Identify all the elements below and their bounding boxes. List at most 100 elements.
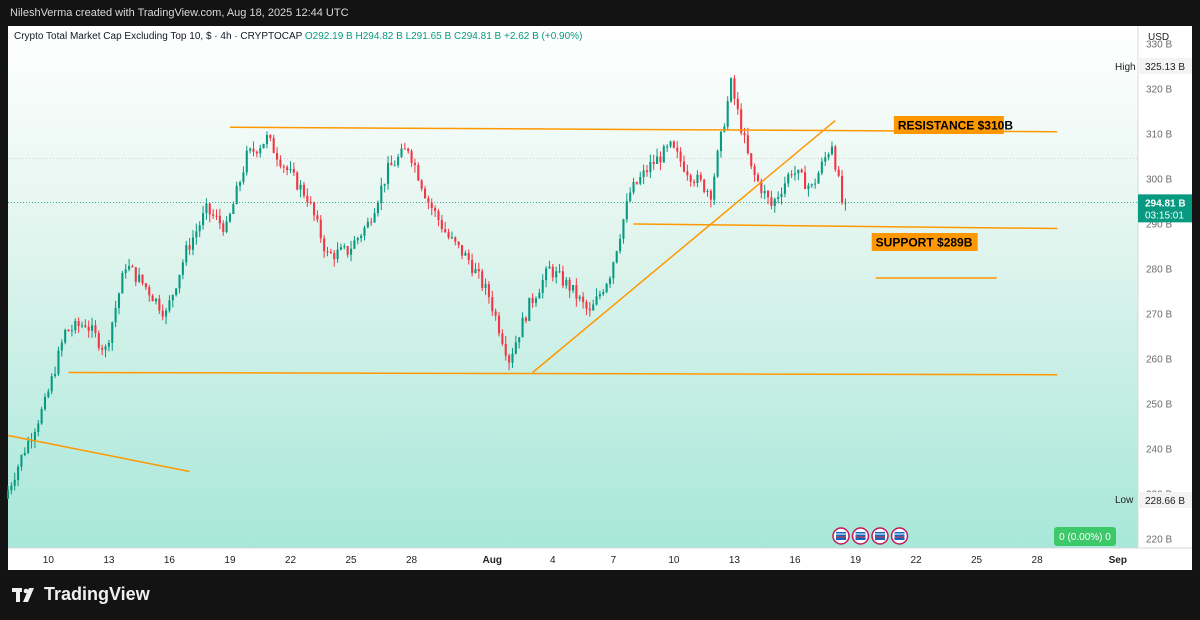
descending-line — [7, 434, 190, 473]
candle-body — [407, 148, 410, 152]
candle-body — [235, 185, 238, 205]
y-tick-label: 300 B — [1146, 175, 1172, 186]
candle-body — [733, 78, 736, 99]
x-tick-label: 10 — [43, 555, 55, 566]
candle-body — [699, 174, 702, 180]
candle-body — [753, 166, 756, 175]
countdown: 03:15:01 — [1145, 210, 1184, 221]
drawn-lines — [7, 119, 1058, 473]
candle-body — [386, 162, 390, 184]
high-badge — [1138, 57, 1192, 74]
time-axis-panel[interactable] — [8, 548, 1192, 570]
candle-body — [481, 271, 484, 288]
candle-body — [366, 221, 369, 228]
y-tick-label: 260 B — [1146, 355, 1172, 366]
candle-body — [659, 156, 662, 163]
candle-body — [30, 440, 33, 442]
candle-body — [117, 293, 121, 308]
candle-body — [484, 284, 487, 288]
y-tick-label: 250 B — [1146, 400, 1172, 411]
candle-body — [376, 202, 379, 214]
candle-body — [767, 190, 770, 198]
candle-body — [565, 279, 568, 286]
chart-legend[interactable]: Crypto Total Market Cap Excluding Top 10… — [14, 31, 582, 42]
candle-body — [252, 148, 255, 152]
x-tick-label: 22 — [285, 555, 297, 566]
candle-body — [144, 283, 147, 288]
candle-body — [619, 238, 622, 252]
candle-body — [474, 269, 477, 273]
candle-body — [309, 201, 312, 203]
candle-body — [696, 174, 699, 183]
candle-body — [70, 330, 73, 332]
low-label: Low — [1115, 495, 1134, 506]
economic-events[interactable] — [832, 527, 909, 545]
x-tick-label: 16 — [789, 555, 801, 566]
candle-body — [450, 237, 453, 239]
x-tick-label: 25 — [345, 555, 357, 566]
candle-body — [518, 337, 521, 343]
support-line — [633, 223, 1058, 230]
time-axis[interactable]: 10 13 16 19 22 25 28 Aug 4 7 10 13 16 19 22 25 28 Sep — [43, 555, 1127, 566]
candle-body — [793, 173, 797, 175]
candle-body — [689, 175, 692, 182]
candle-body — [326, 251, 329, 253]
candle-body — [393, 165, 396, 167]
high-value: 325.13 B — [1145, 62, 1185, 73]
candle-body — [434, 208, 437, 212]
x-tick-label: 4 — [550, 555, 556, 566]
candle-body — [521, 317, 524, 338]
candle-body — [770, 197, 773, 206]
candle-body — [777, 196, 780, 200]
x-tick-label: 13 — [729, 555, 741, 566]
candle-body — [40, 409, 43, 424]
candle-body — [188, 245, 191, 250]
candle-body — [208, 203, 211, 215]
candle-body — [403, 148, 406, 150]
candle-body — [111, 322, 114, 343]
x-tick-label: 19 — [224, 555, 236, 566]
flag-field — [836, 532, 846, 540]
candle-body — [336, 249, 339, 260]
candle-body — [491, 297, 494, 312]
candle-body — [91, 325, 94, 331]
candle-body — [397, 156, 400, 166]
candle-body — [255, 151, 258, 154]
y-tick-label: 220 B — [1146, 535, 1172, 546]
tradingview-logo[interactable]: TradingView — [12, 584, 150, 605]
legend-high: H294.82 B — [355, 31, 403, 42]
candle-body — [790, 174, 793, 176]
candle-body — [245, 150, 248, 173]
candle-body — [356, 238, 359, 241]
candle-body — [578, 296, 581, 299]
candle-body — [598, 294, 601, 297]
candle-body — [191, 237, 195, 250]
candle-body — [454, 237, 457, 242]
candle-body — [138, 274, 141, 282]
y-tick-label: 240 B — [1146, 445, 1172, 456]
candle-body — [363, 227, 366, 236]
candle-body — [104, 346, 107, 350]
candle-body — [272, 137, 275, 153]
price-axis-panel[interactable] — [1138, 26, 1192, 548]
candle-body — [457, 241, 460, 246]
candle-body — [417, 165, 420, 181]
candle-body — [77, 320, 80, 327]
candle-body — [124, 269, 127, 274]
candle-body — [37, 423, 40, 432]
candle-body — [676, 147, 679, 152]
x-tick-label: 19 — [850, 555, 862, 566]
candle-body — [165, 310, 168, 317]
candle-body — [97, 332, 100, 348]
legend-title: Crypto Total Market Cap Excluding Top 10… — [14, 31, 303, 42]
candle-body — [713, 176, 716, 200]
lower-support-line — [68, 371, 1058, 376]
candle-body — [497, 315, 501, 334]
candle-body — [370, 221, 373, 223]
flag-field — [855, 532, 866, 540]
y-tick-label: 310 B — [1146, 130, 1172, 141]
candle-body — [171, 295, 174, 301]
candle-body — [477, 269, 480, 272]
flag-field — [894, 532, 905, 540]
